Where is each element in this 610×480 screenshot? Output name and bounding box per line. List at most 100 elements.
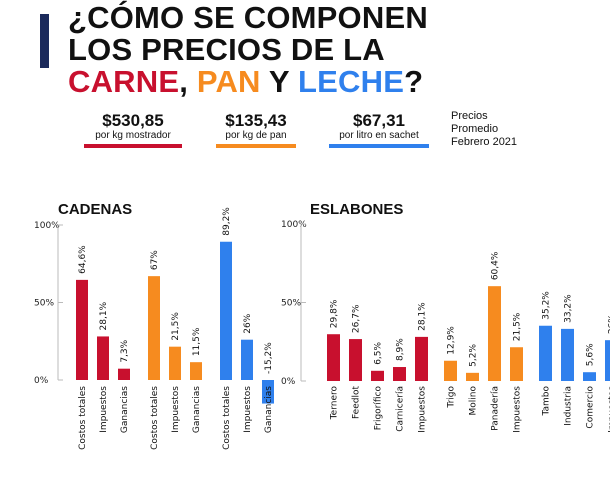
chart-title-cadenas: CADENAS: [58, 201, 133, 218]
category-label: Impuestos: [418, 386, 428, 433]
bar-industria: [561, 328, 574, 381]
data-label: 60,4%: [491, 251, 501, 280]
y-tick-label: 50%: [281, 299, 301, 309]
data-label: 11,5%: [192, 327, 202, 356]
category-label: Costos totales: [78, 386, 88, 450]
category-label: Feedlot: [352, 386, 362, 419]
price-pan-underline: [216, 144, 296, 148]
price-leche-underline: [329, 144, 429, 148]
bar-feedlot: [349, 339, 362, 381]
bar-impuestos: [241, 339, 253, 380]
y-tick-label: 100%: [34, 221, 60, 231]
title-y: Y: [260, 64, 299, 99]
category-label: Carnicería: [396, 386, 406, 432]
bar-impuestos: [97, 336, 109, 380]
category-label: Impuestos: [243, 386, 253, 433]
data-label: 21,5%: [171, 312, 181, 341]
data-label: 21,5%: [513, 312, 523, 341]
price-carne-unit: por kg mostrador: [95, 130, 171, 141]
price-carne-underline: [84, 144, 182, 148]
bar-panaderia: [488, 286, 501, 381]
bar-molino: [466, 372, 479, 381]
price-leche: $67,31 por litro en sachet: [329, 112, 429, 148]
data-label: 29,8%: [330, 299, 340, 328]
bar-comercio: [583, 372, 596, 381]
category-label: Industria: [564, 386, 574, 426]
data-label: 64,6%: [78, 245, 88, 274]
bar-ganancias: [118, 368, 130, 380]
price-carne-value: $530,85: [102, 111, 164, 130]
price-pan-unit: por kg de pan: [225, 130, 287, 141]
title-accent-bar: [40, 14, 49, 68]
bar-costos-totales: [148, 276, 160, 380]
data-label: 89,2%: [222, 207, 232, 236]
bar-impuestos: [510, 347, 523, 381]
data-label: 28,1%: [99, 301, 109, 330]
title-carne: CARNE: [68, 64, 180, 99]
title-comma: ,: [179, 64, 197, 99]
y-tick-label: 0%: [281, 377, 296, 387]
title-line-1: ¿CÓMO SE COMPONEN: [68, 0, 428, 35]
price-note: Precios Promedio Febrero 2021: [451, 110, 517, 149]
category-label: Panadería: [491, 386, 501, 431]
category-label: Costos totales: [222, 386, 232, 450]
data-label: 12,9%: [447, 326, 457, 355]
bar-ganancias: [190, 362, 202, 380]
bar-ganancias: [262, 380, 274, 404]
category-label: Ternero: [330, 386, 340, 421]
bar-costos-totales: [220, 241, 232, 380]
title-leche: LECHE: [298, 64, 405, 99]
price-carne: $530,85 por kg mostrador: [84, 112, 182, 148]
category-label: Ganancias: [192, 386, 202, 433]
category-label: Ganancias: [264, 386, 274, 433]
data-label: 35,2%: [542, 291, 552, 320]
data-label: -15,2%: [264, 342, 274, 374]
y-tick-label: 0%: [34, 376, 49, 386]
y-tick-label: 50%: [34, 299, 54, 309]
bar-impuestos: [169, 346, 181, 380]
page-title: ¿CÓMO SE COMPONEN LOS PRECIOS DE LA CARN…: [68, 2, 608, 98]
note-line-3: Febrero 2021: [451, 136, 518, 148]
y-tick-label: 100%: [281, 220, 307, 230]
title-line-3: CARNE, PAN Y LECHE?: [68, 66, 608, 98]
price-pan: $135,43 por kg de pan: [216, 112, 296, 148]
price-pan-value: $135,43: [225, 111, 287, 130]
price-leche-value: $67,31: [353, 111, 405, 130]
category-label: Tambo: [542, 386, 552, 417]
data-label: 8,9%: [396, 338, 406, 361]
title-question: ?: [404, 64, 424, 99]
data-label: 7,3%: [120, 339, 130, 362]
title-pan: PAN: [196, 64, 261, 99]
data-label: 5,6%: [586, 343, 596, 366]
data-label: 26,7%: [352, 304, 362, 333]
price-leche-unit: por litro en sachet: [339, 130, 419, 141]
data-label: 26%: [608, 314, 610, 334]
note-line-2: Promedio: [451, 123, 499, 135]
bar-carniceria: [393, 367, 406, 381]
data-label: 33,2%: [564, 294, 574, 323]
category-label: Impuestos: [99, 386, 109, 433]
chart-title-eslabones: ESLABONES: [310, 201, 404, 218]
title-line-2: LOS PRECIOS DE LA: [68, 32, 385, 67]
data-label: 26%: [243, 313, 253, 333]
category-label: Impuestos: [608, 386, 610, 433]
bar-frigorifico: [371, 370, 384, 381]
category-label: Molino: [469, 386, 479, 416]
bar-ternero: [327, 334, 340, 381]
category-label: Comercio: [586, 386, 596, 429]
category-label: Impuestos: [513, 386, 523, 433]
category-label: Frigorífico: [374, 386, 384, 431]
bar-impuestos: [415, 336, 428, 381]
category-label: Ganancias: [120, 386, 130, 433]
bar-costos-totales: [76, 279, 88, 380]
category-label: Costos totales: [150, 386, 160, 450]
bar-trigo: [444, 360, 457, 381]
data-label: 67%: [150, 250, 160, 270]
bar-impuestos: [605, 340, 610, 381]
category-label: Impuestos: [171, 386, 181, 433]
data-label: 5,2%: [469, 344, 479, 367]
category-label: Trigo: [447, 386, 457, 409]
bar-tambo: [539, 325, 552, 381]
